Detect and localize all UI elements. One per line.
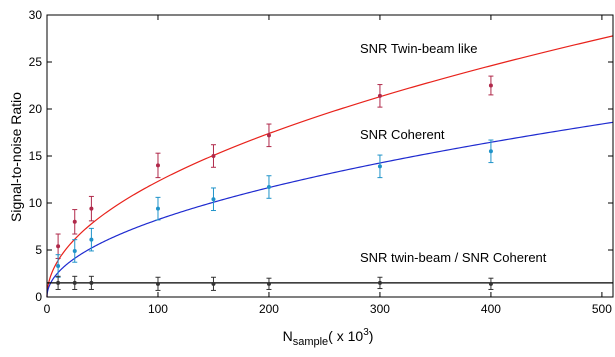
data-point — [211, 281, 216, 286]
data-point — [72, 248, 77, 253]
y-tick-label: 5 — [35, 243, 42, 257]
data-point — [155, 163, 160, 168]
y-axis-label: Signal-to-noise Ratio — [8, 92, 24, 222]
data-point — [377, 164, 382, 169]
x-tick-label: 300 — [370, 302, 390, 316]
y-tick-label: 20 — [29, 102, 43, 116]
data-point — [89, 206, 94, 211]
data-point — [488, 281, 493, 286]
data-point — [72, 219, 77, 224]
data-point — [155, 281, 160, 286]
data-point — [89, 280, 94, 285]
data-point — [56, 263, 61, 268]
data-point — [488, 149, 493, 154]
x-tick-label: 200 — [259, 302, 279, 316]
x-tick-label: 100 — [148, 302, 168, 316]
data-point — [211, 154, 216, 158]
data-point — [377, 93, 382, 98]
x-axis-label-main: N — [283, 328, 293, 344]
series-snr-twin-beam-like — [55, 75, 494, 259]
data-point — [89, 237, 94, 242]
data-point — [266, 133, 271, 138]
x-axis-label-suffix: ( x 10 — [328, 328, 363, 344]
data-point — [377, 280, 382, 285]
y-tick-label: 0 — [35, 290, 42, 304]
y-tick-label: 15 — [29, 149, 43, 163]
data-point — [72, 280, 77, 285]
axis-ticks: 0 100 200 300 400 500 0 5 10 15 20 25 30 — [29, 8, 613, 316]
x-axis-label-close: ) — [369, 328, 374, 344]
series-snr-twin-beam-snr-coherent — [55, 275, 494, 291]
y-tick-label: 25 — [29, 55, 43, 69]
x-axis-label-sub: sample — [293, 336, 328, 348]
x-tick-label: 0 — [44, 302, 51, 316]
data-point — [488, 83, 493, 88]
fit-curve-snr-twin-beam-like — [46, 35, 614, 298]
data-point — [155, 206, 160, 211]
y-tick-label: 10 — [29, 196, 43, 210]
annotation-ratio: SNR twin-beam / SNR Coherent — [360, 250, 547, 265]
x-tick-label: 500 — [592, 302, 612, 316]
fit-curve-snr-coherent — [46, 121, 614, 298]
data-point — [211, 197, 216, 202]
data-point — [56, 244, 61, 249]
data-point — [56, 280, 61, 285]
annotation-twin-beam: SNR Twin-beam like — [360, 41, 478, 56]
annotation-coherent: SNR Coherent — [360, 127, 445, 142]
y-tick-label: 30 — [29, 8, 43, 22]
x-tick-label: 400 — [481, 302, 501, 316]
x-axis-label: Nsample( x 103) — [283, 327, 374, 348]
data-point — [266, 185, 271, 190]
data-point — [266, 281, 271, 286]
fit-curves — [46, 35, 614, 298]
x-axis-label-sup: 3 — [363, 327, 369, 338]
series-snr-coherent — [55, 139, 494, 278]
data-points — [55, 75, 494, 291]
